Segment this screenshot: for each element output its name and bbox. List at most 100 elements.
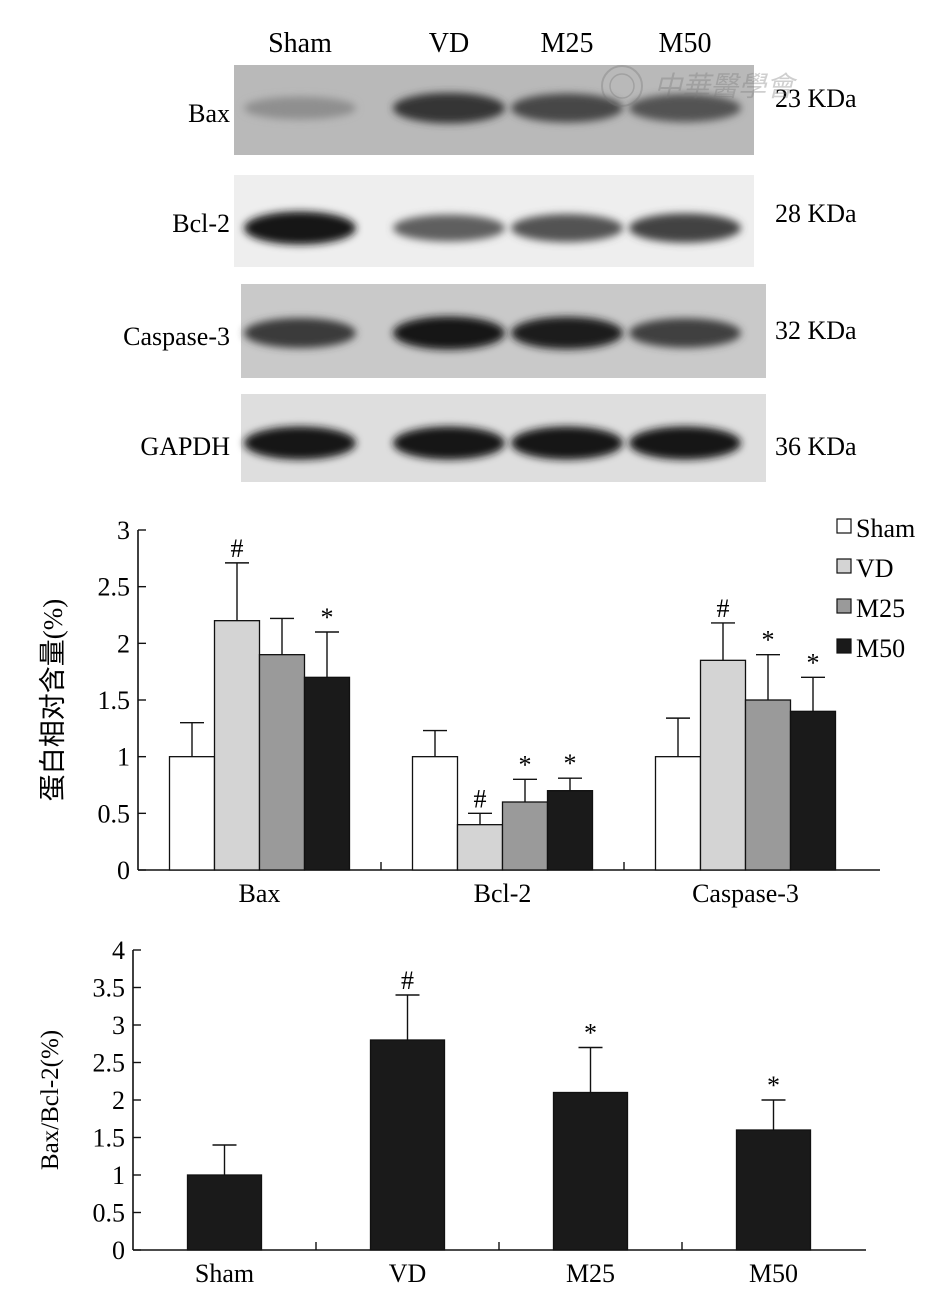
- legend-label: VD: [856, 554, 894, 583]
- bar: [552, 1091, 629, 1251]
- blot-row-bcl2: Bcl-2 28 KDa: [172, 175, 857, 267]
- y-tick-label: 2.5: [98, 573, 131, 602]
- legend-item: VD: [836, 554, 894, 583]
- blot-band: [629, 426, 741, 460]
- legend-label: Sham: [856, 514, 915, 543]
- legend-swatch: [836, 518, 852, 534]
- significance-mark: #: [401, 966, 414, 995]
- bar: [735, 1129, 812, 1251]
- x-category-label: M25: [566, 1259, 615, 1288]
- y-tick-label: 0: [117, 856, 130, 885]
- blot-band: [511, 316, 623, 350]
- watermark-seal: [601, 65, 643, 107]
- protein-level-chart: 0 0.5 1 1.5 2 2.5 3 Bax Bcl-2 Caspase-3 # * # * * # * *…: [38, 514, 915, 908]
- bar: [258, 654, 306, 871]
- blot-band: [393, 426, 505, 460]
- y-axis-label: Bax/Bcl-2(%): [37, 1030, 64, 1170]
- kda-label: 23 KDa: [775, 84, 857, 113]
- significance-mark: #: [231, 534, 244, 563]
- legend-label: M50: [856, 634, 905, 663]
- blot-row-gapdh: GAPDH 36 KDa: [140, 394, 857, 482]
- lane-label: M25: [541, 28, 594, 59]
- bar: [789, 710, 837, 871]
- legend: Sham VD M25 M50: [836, 514, 915, 663]
- x-category-label: M50: [749, 1259, 798, 1288]
- significance-mark: *: [564, 749, 577, 778]
- significance-mark: *: [762, 626, 775, 655]
- x-category-label: VD: [389, 1259, 427, 1288]
- x-category-label: Bcl-2: [474, 879, 532, 908]
- protein-label: GAPDH: [140, 432, 230, 461]
- legend-swatch: [836, 598, 852, 614]
- watermark-text: 中華醫學會: [654, 72, 798, 103]
- y-tick-label: 3: [117, 516, 130, 545]
- bar: [411, 756, 459, 871]
- blot-band: [244, 96, 356, 120]
- bar: [744, 699, 792, 871]
- bar: [213, 620, 261, 871]
- legend-label: M25: [856, 594, 905, 623]
- kda-label: 32 KDa: [775, 316, 857, 345]
- significance-mark: *: [807, 648, 820, 677]
- bar: [168, 756, 216, 871]
- significance-mark: *: [321, 603, 334, 632]
- protein-label: Bcl-2: [172, 209, 230, 238]
- significance-mark: *: [584, 1019, 597, 1048]
- significance-mark: *: [767, 1071, 780, 1100]
- bar: [456, 824, 504, 871]
- blot-band: [244, 211, 356, 245]
- bar: [546, 790, 594, 871]
- blot-band: [393, 214, 505, 242]
- y-tick-label: 1.5: [93, 1124, 126, 1153]
- blot-band: [629, 213, 741, 243]
- y-tick-label: 3: [112, 1011, 125, 1040]
- blot-band: [511, 214, 623, 242]
- y-tick-label: 2: [112, 1086, 125, 1115]
- watermark-seal-inner: [609, 73, 635, 99]
- bar: [654, 756, 702, 871]
- x-category-label: Caspase-3: [692, 879, 799, 908]
- y-tick-label: 0.5: [93, 1199, 126, 1228]
- y-tick-label: 0: [112, 1236, 125, 1265]
- y-tick-label: 3.5: [93, 974, 126, 1003]
- bar: [501, 801, 549, 871]
- bar: [186, 1174, 263, 1251]
- blot-band: [393, 92, 505, 124]
- legend-item: Sham: [836, 514, 915, 543]
- blot-band: [629, 94, 741, 122]
- blot-row-bax: Bax 23 KDa: [188, 65, 857, 155]
- lane-label: M50: [659, 28, 712, 59]
- x-category-label: Bax: [239, 879, 281, 908]
- x-category-label: Sham: [195, 1259, 254, 1288]
- protein-label: Bax: [188, 99, 230, 128]
- bar: [303, 676, 351, 871]
- y-axis-label: 蛋白相对含量(%): [38, 599, 68, 801]
- lane-label: Sham: [268, 28, 332, 59]
- y-tick-label: 1: [112, 1161, 125, 1190]
- legend-swatch: [836, 638, 852, 654]
- significance-mark: #: [474, 784, 487, 813]
- blot-band: [244, 426, 356, 460]
- y-tick-label: 4: [112, 936, 125, 965]
- bar: [699, 659, 747, 871]
- lane-labels: Sham VD M25 M50: [268, 28, 711, 59]
- blot-band: [511, 426, 623, 460]
- bax-bcl2-ratio-chart: 0 0.5 1 1.5 2 2.5 3 3.5 4 Sham VD M25 M50 # * * Bax/B…: [37, 936, 866, 1288]
- y-tick-label: 0.5: [98, 799, 131, 828]
- blot-band: [629, 318, 741, 348]
- journal-watermark: 中華醫學會: [601, 65, 798, 107]
- blot-row-caspase3: Caspase-3 32 KDa: [123, 284, 857, 378]
- y-tick-label: 2: [117, 629, 130, 658]
- significance-mark: *: [519, 750, 532, 779]
- kda-label: 28 KDa: [775, 199, 857, 228]
- protein-label: Caspase-3: [123, 322, 230, 351]
- legend-item: M50: [836, 634, 905, 663]
- bar: [369, 1039, 446, 1251]
- lane-label: VD: [429, 28, 469, 59]
- kda-label: 36 KDa: [775, 432, 857, 461]
- blot-band: [511, 93, 623, 123]
- legend-item: M25: [836, 594, 905, 623]
- y-tick-label: 1.5: [98, 686, 131, 715]
- legend-swatch: [836, 558, 852, 574]
